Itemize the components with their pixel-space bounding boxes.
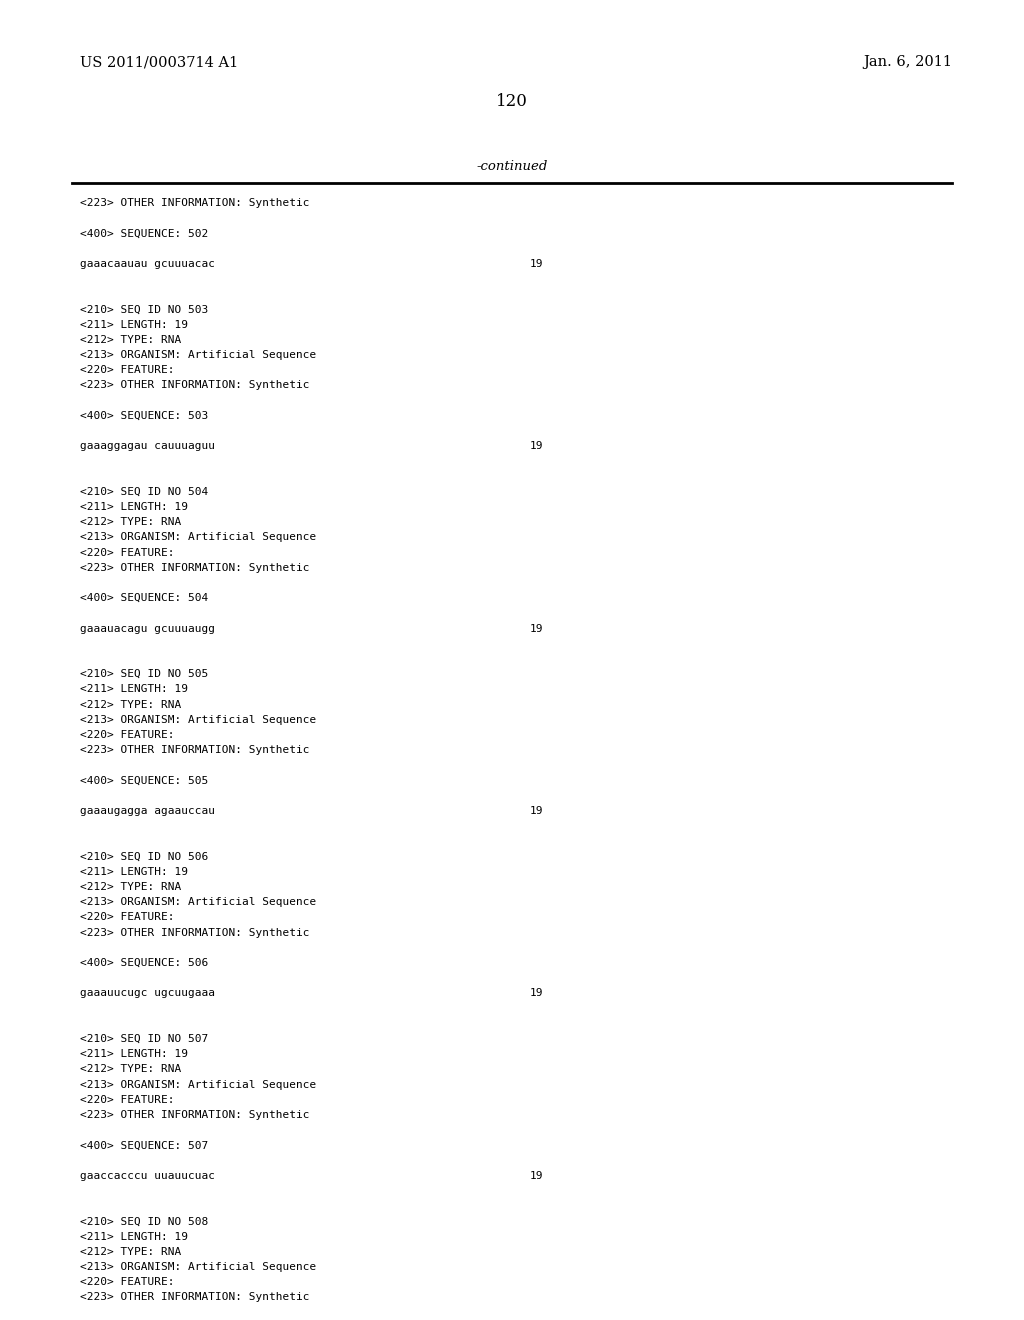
Text: gaaauacagu gcuuuaugg: gaaauacagu gcuuuaugg bbox=[80, 623, 215, 634]
Text: <400> SEQUENCE: 506: <400> SEQUENCE: 506 bbox=[80, 958, 208, 968]
Text: <210> SEQ ID NO 504: <210> SEQ ID NO 504 bbox=[80, 487, 208, 496]
Text: <223> OTHER INFORMATION: Synthetic: <223> OTHER INFORMATION: Synthetic bbox=[80, 746, 309, 755]
Text: <213> ORGANISM: Artificial Sequence: <213> ORGANISM: Artificial Sequence bbox=[80, 532, 316, 543]
Text: <211> LENGTH: 19: <211> LENGTH: 19 bbox=[80, 502, 188, 512]
Text: <210> SEQ ID NO 508: <210> SEQ ID NO 508 bbox=[80, 1217, 208, 1226]
Text: <400> SEQUENCE: 502: <400> SEQUENCE: 502 bbox=[80, 228, 208, 239]
Text: <400> SEQUENCE: 507: <400> SEQUENCE: 507 bbox=[80, 1140, 208, 1151]
Text: gaaaugagga agaauccau: gaaaugagga agaauccau bbox=[80, 807, 215, 816]
Text: <212> TYPE: RNA: <212> TYPE: RNA bbox=[80, 335, 181, 345]
Text: <223> OTHER INFORMATION: Synthetic: <223> OTHER INFORMATION: Synthetic bbox=[80, 1110, 309, 1119]
Text: 19: 19 bbox=[530, 807, 544, 816]
Text: <220> FEATURE:: <220> FEATURE: bbox=[80, 730, 174, 741]
Text: <220> FEATURE:: <220> FEATURE: bbox=[80, 366, 174, 375]
Text: <400> SEQUENCE: 503: <400> SEQUENCE: 503 bbox=[80, 411, 208, 421]
Text: Jan. 6, 2011: Jan. 6, 2011 bbox=[863, 55, 952, 69]
Text: <211> LENGTH: 19: <211> LENGTH: 19 bbox=[80, 867, 188, 876]
Text: <400> SEQUENCE: 504: <400> SEQUENCE: 504 bbox=[80, 593, 208, 603]
Text: 19: 19 bbox=[530, 441, 544, 451]
Text: <210> SEQ ID NO 507: <210> SEQ ID NO 507 bbox=[80, 1034, 208, 1044]
Text: <213> ORGANISM: Artificial Sequence: <213> ORGANISM: Artificial Sequence bbox=[80, 898, 316, 907]
Text: <213> ORGANISM: Artificial Sequence: <213> ORGANISM: Artificial Sequence bbox=[80, 1262, 316, 1272]
Text: <211> LENGTH: 19: <211> LENGTH: 19 bbox=[80, 1232, 188, 1242]
Text: <213> ORGANISM: Artificial Sequence: <213> ORGANISM: Artificial Sequence bbox=[80, 350, 316, 360]
Text: <211> LENGTH: 19: <211> LENGTH: 19 bbox=[80, 1049, 188, 1059]
Text: <220> FEATURE:: <220> FEATURE: bbox=[80, 548, 174, 557]
Text: <220> FEATURE:: <220> FEATURE: bbox=[80, 912, 174, 923]
Text: <220> FEATURE:: <220> FEATURE: bbox=[80, 1094, 174, 1105]
Text: <213> ORGANISM: Artificial Sequence: <213> ORGANISM: Artificial Sequence bbox=[80, 715, 316, 725]
Text: <220> FEATURE:: <220> FEATURE: bbox=[80, 1278, 174, 1287]
Text: <212> TYPE: RNA: <212> TYPE: RNA bbox=[80, 1064, 181, 1074]
Text: -continued: -continued bbox=[476, 160, 548, 173]
Text: <400> SEQUENCE: 505: <400> SEQUENCE: 505 bbox=[80, 776, 208, 785]
Text: 19: 19 bbox=[530, 989, 544, 998]
Text: 19: 19 bbox=[530, 259, 544, 269]
Text: gaaaggagau cauuuaguu: gaaaggagau cauuuaguu bbox=[80, 441, 215, 451]
Text: <212> TYPE: RNA: <212> TYPE: RNA bbox=[80, 882, 181, 892]
Text: <212> TYPE: RNA: <212> TYPE: RNA bbox=[80, 1247, 181, 1257]
Text: <213> ORGANISM: Artificial Sequence: <213> ORGANISM: Artificial Sequence bbox=[80, 1080, 316, 1089]
Text: <223> OTHER INFORMATION: Synthetic: <223> OTHER INFORMATION: Synthetic bbox=[80, 1292, 309, 1303]
Text: <223> OTHER INFORMATION: Synthetic: <223> OTHER INFORMATION: Synthetic bbox=[80, 562, 309, 573]
Text: gaaccacccu uuauucuac: gaaccacccu uuauucuac bbox=[80, 1171, 215, 1181]
Text: <223> OTHER INFORMATION: Synthetic: <223> OTHER INFORMATION: Synthetic bbox=[80, 928, 309, 937]
Text: <210> SEQ ID NO 506: <210> SEQ ID NO 506 bbox=[80, 851, 208, 862]
Text: <212> TYPE: RNA: <212> TYPE: RNA bbox=[80, 517, 181, 527]
Text: US 2011/0003714 A1: US 2011/0003714 A1 bbox=[80, 55, 239, 69]
Text: <223> OTHER INFORMATION: Synthetic: <223> OTHER INFORMATION: Synthetic bbox=[80, 198, 309, 209]
Text: <223> OTHER INFORMATION: Synthetic: <223> OTHER INFORMATION: Synthetic bbox=[80, 380, 309, 391]
Text: <210> SEQ ID NO 505: <210> SEQ ID NO 505 bbox=[80, 669, 208, 680]
Text: <211> LENGTH: 19: <211> LENGTH: 19 bbox=[80, 684, 188, 694]
Text: 120: 120 bbox=[496, 92, 528, 110]
Text: gaaauucugc ugcuugaaa: gaaauucugc ugcuugaaa bbox=[80, 989, 215, 998]
Text: 19: 19 bbox=[530, 623, 544, 634]
Text: gaaacaauau gcuuuacac: gaaacaauau gcuuuacac bbox=[80, 259, 215, 269]
Text: <210> SEQ ID NO 503: <210> SEQ ID NO 503 bbox=[80, 305, 208, 314]
Text: 19: 19 bbox=[530, 1171, 544, 1181]
Text: <211> LENGTH: 19: <211> LENGTH: 19 bbox=[80, 319, 188, 330]
Text: <212> TYPE: RNA: <212> TYPE: RNA bbox=[80, 700, 181, 710]
